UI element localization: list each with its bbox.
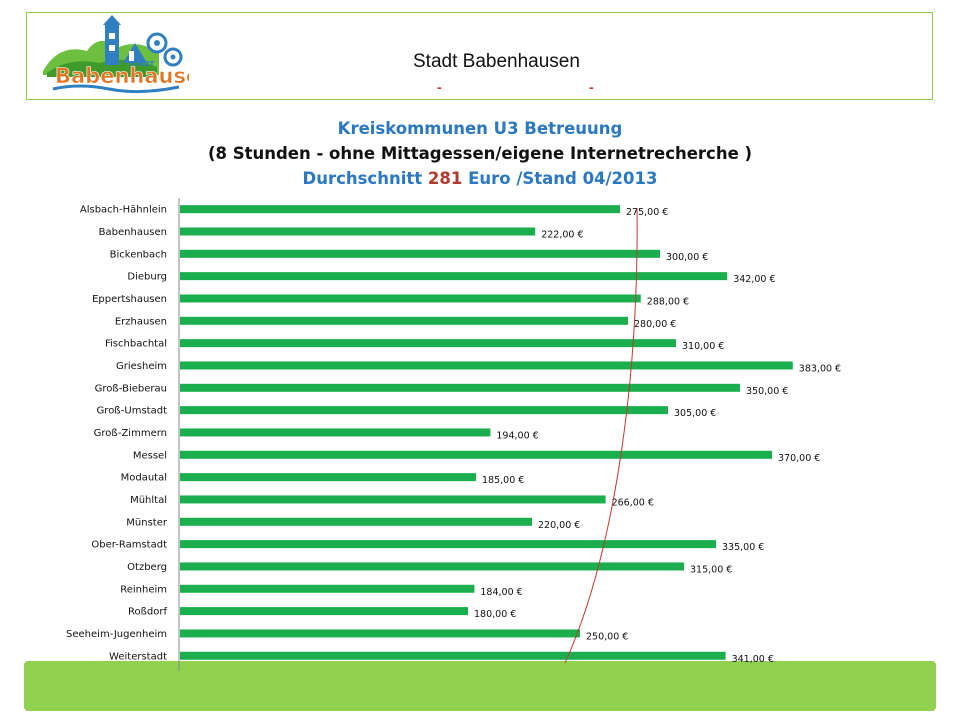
header-box: STADT Babenhausen Stadt Babenhausen - - (26, 12, 933, 100)
value-label: 275,00 € (626, 207, 668, 218)
bar (180, 316, 628, 325)
bar (180, 629, 580, 638)
value-label: 341,00 € (732, 654, 774, 665)
average-suffix: Euro /Stand 04/2013 (468, 169, 658, 188)
value-label: 288,00 € (647, 296, 689, 307)
chart-title: Kreiskommunen U3 Betreuung (337, 119, 623, 138)
category-label: Dieburg (127, 272, 167, 283)
value-label: 222,00 € (541, 229, 583, 240)
value-label: 250,00 € (586, 631, 628, 642)
category-label: Bickenbach (110, 249, 167, 260)
category-label: Erzhausen (115, 316, 167, 327)
bar (180, 495, 606, 504)
value-label: 342,00 € (733, 274, 775, 285)
bar (180, 562, 684, 571)
page-title: Stadt Babenhausen (413, 51, 580, 72)
category-label: Roßdorf (128, 607, 167, 618)
svg-text:Babenhausen: Babenhausen (55, 64, 189, 88)
bar (180, 428, 491, 437)
category-label: Eppertshausen (92, 294, 167, 305)
bar (180, 406, 668, 415)
category-label: Mühltal (130, 495, 167, 506)
chart-average-line: Durchschnitt 281 Euro /Stand 04/2013 (0, 166, 960, 191)
value-label: 370,00 € (778, 453, 820, 464)
chart-title-block: Kreiskommunen U3 Betreuung (8 Stunden - … (0, 116, 960, 191)
bar (180, 607, 468, 616)
value-label: 184,00 € (480, 587, 522, 598)
bar (180, 294, 641, 303)
svg-text:STADT: STADT (129, 60, 155, 68)
category-label: Fischbachtal (105, 339, 167, 350)
bar (180, 227, 536, 236)
category-label: Griesheim (116, 361, 167, 372)
value-label: 315,00 € (690, 564, 732, 575)
bar (180, 540, 716, 549)
bar (180, 450, 772, 459)
category-label: Münster (126, 517, 168, 528)
value-label: 310,00 € (682, 341, 724, 352)
footer-bar (24, 661, 936, 711)
value-label: 266,00 € (612, 497, 654, 508)
value-label: 383,00 € (799, 363, 841, 374)
bar (180, 584, 475, 593)
category-label: Modautal (121, 473, 167, 484)
value-label: 335,00 € (722, 542, 764, 553)
bar (180, 517, 532, 526)
value-label: 220,00 € (538, 520, 580, 531)
value-label: 180,00 € (474, 609, 516, 620)
hand-drawn-line (564, 207, 638, 664)
category-label: Otzberg (127, 562, 167, 573)
category-label: Babenhausen (99, 227, 167, 238)
category-label: Weiterstadt (109, 651, 167, 662)
bar (180, 339, 676, 348)
chart-subtitle: (8 Stunden - ohne Mittagessen/eigene Int… (207, 144, 753, 163)
category-label: Seeheim-Jugenheim (66, 629, 167, 640)
category-label: Alsbach-Hähnlein (80, 205, 167, 216)
bar (180, 272, 728, 281)
category-label: Groß-Umstadt (97, 406, 168, 417)
category-label: Groß-Bieberau (95, 383, 167, 394)
dash-right: - (589, 79, 594, 95)
average-value: 281 (427, 169, 463, 188)
value-label: 350,00 € (746, 386, 788, 397)
value-label: 280,00 € (634, 319, 676, 330)
category-label: Messel (133, 450, 167, 461)
value-label: 185,00 € (482, 475, 524, 486)
bar (180, 361, 793, 370)
value-label: 194,00 € (496, 430, 538, 441)
bar (180, 205, 620, 214)
category-label: Reinheim (120, 584, 167, 595)
bar (180, 383, 740, 392)
bar (180, 651, 726, 660)
average-prefix: Durchschnitt (302, 169, 423, 188)
bar (180, 473, 476, 482)
babenhausen-logo: STADT Babenhausen (43, 15, 189, 94)
dash-left: - (437, 79, 442, 95)
bar (180, 249, 660, 258)
category-label: Groß-Zimmern (94, 428, 167, 439)
value-label: 300,00 € (666, 252, 708, 263)
category-label: Ober-Ramstadt (91, 540, 167, 551)
value-label: 305,00 € (674, 408, 716, 419)
